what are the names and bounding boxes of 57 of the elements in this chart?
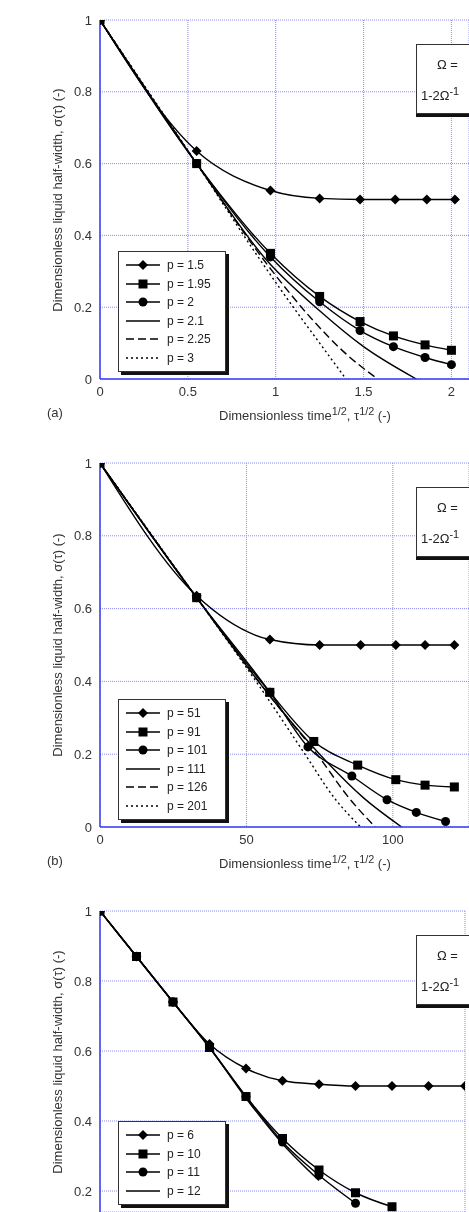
annotation: Ω =: [437, 948, 458, 963]
y-tick-label: 1: [84, 455, 92, 471]
legend-label: p = 111: [167, 761, 206, 776]
legend-label: p = 10: [167, 1146, 201, 1161]
x-tick-label: 0: [96, 832, 104, 848]
legend-label: p = 126: [167, 780, 208, 795]
legend-label: p = 11: [167, 1165, 200, 1180]
x-axis-title: Dimensionless time$^{1/2}$, τ$^{1/2}$ (-): [219, 853, 391, 872]
x-tick-label: 100: [382, 832, 404, 848]
legend-label: p = 2.1: [167, 313, 205, 328]
legend-label: p = 1.95: [167, 276, 211, 291]
annotation: Ω =: [437, 57, 458, 72]
y-tick-label: 1: [84, 903, 92, 919]
legend-label: p = 51: [167, 706, 201, 721]
x-tick-label: 0: [96, 384, 104, 400]
y-tick-label: 1: [84, 12, 92, 28]
text: (a): [47, 405, 63, 420]
y-tick-label: 0.2: [73, 299, 92, 315]
y-tick-label: 0: [84, 371, 92, 387]
legend-label: p = 2.25: [167, 332, 211, 347]
annotation: 1-2Ω$^{-1}$: [421, 528, 460, 547]
y-tick-label: 0.8: [73, 528, 92, 544]
legend-label: p = 3: [167, 350, 195, 365]
note-box: Ω = 1-2Ω$^{-1}$: [416, 44, 469, 114]
legend-label: p = 1.5: [167, 258, 205, 273]
y-tick-label: 0.8: [73, 84, 92, 100]
x-tick-label: 0.5: [178, 384, 197, 400]
x-axis-title: Dimensionless time$^{1/2}$, τ$^{1/2}$ (-): [219, 405, 391, 424]
y-tick-label: 0.2: [73, 746, 92, 762]
y-tick-label: 0.4: [73, 1113, 92, 1129]
legend-label: p = 101: [167, 743, 208, 758]
x-tick-label: 50: [239, 832, 254, 848]
note-box: Ω = 1-2Ω$^{-1}$: [416, 935, 469, 1005]
y-tick-label: 0.4: [73, 228, 92, 244]
text: (b): [47, 853, 63, 868]
note-box: Ω = 1-2Ω$^{-1}$: [416, 487, 469, 557]
annotation: Ω =: [437, 500, 458, 515]
y-tick-label: 0.4: [73, 674, 92, 690]
y-tick-label: 0.6: [73, 1043, 92, 1059]
annotation: 1-2Ω$^{-1}$: [421, 976, 460, 995]
y-axis-title: Dimensionless liquid half-width, σ(τ) (-): [49, 533, 65, 757]
x-tick-label: 1: [272, 384, 280, 400]
y-tick-label: 0.6: [73, 156, 92, 172]
x-tick-label: 1.5: [354, 384, 373, 400]
y-tick-label: 0.2: [73, 1183, 92, 1199]
y-tick-label: 0: [84, 819, 92, 835]
y-tick-label: 0.8: [73, 973, 92, 989]
legend-label: p = 6: [167, 1128, 195, 1143]
y-axis-title: Dimensionless liquid half-width, σ(τ) (-): [49, 87, 65, 312]
x-tick-label: 2: [447, 384, 456, 400]
y-tick-label: 0.6: [73, 601, 92, 617]
legend-label: p = 201: [167, 798, 208, 813]
annotation: 1-2Ω$^{-1}$: [421, 85, 460, 104]
legend-label: p = 2: [167, 295, 195, 310]
legend-label: p = 91: [167, 724, 201, 739]
y-axis-title: Dimensionless liquid half-width, σ(τ) (-): [49, 949, 65, 1174]
legend-label: p = 12: [167, 1183, 201, 1198]
